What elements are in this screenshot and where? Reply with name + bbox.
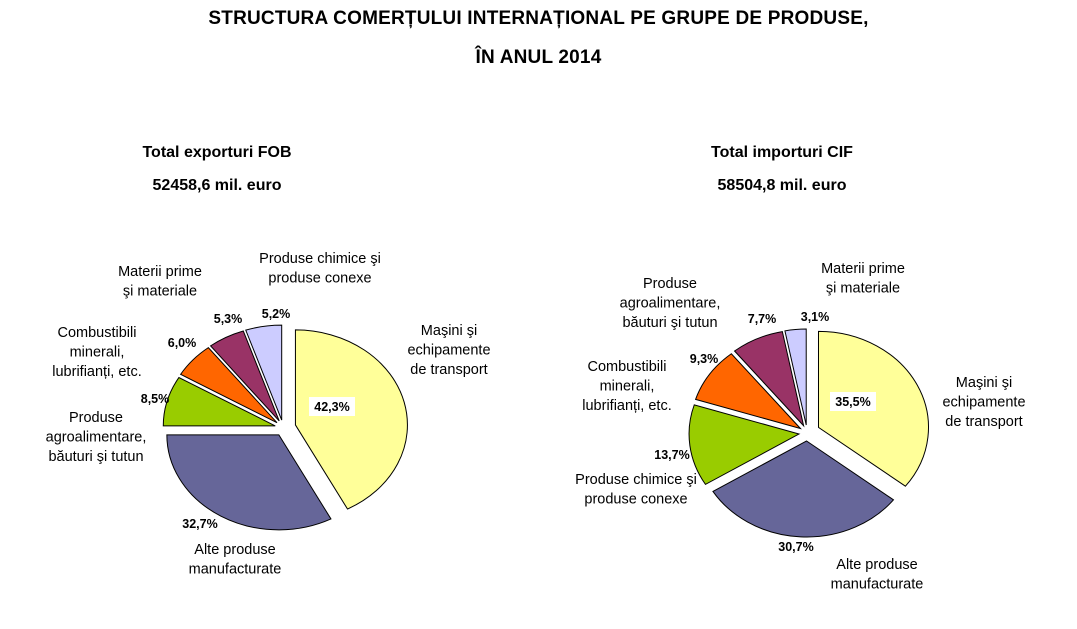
import-category-label-produse-chimice-si-produse-conexe: Produse chimice şi produse conexe	[575, 472, 697, 508]
export-category-label-produse-agroalimentare-bauturi-si-tutun: Produse agroalimentare, băuturi şi tutun	[46, 410, 147, 465]
export-value-label: 5,3%	[214, 312, 243, 326]
import-category-label-combustibili-minerali-lubrifianti-etc: Combustibili minerali, lubrifianți, etc.	[582, 359, 671, 414]
export-category-label-alte-produse-manufacturate: Alte produse manufacturate	[189, 542, 282, 578]
import-slice-produse-agroalimentare-bauturi-si-tutun	[733, 330, 805, 428]
import-value-label: 7,7%	[748, 312, 777, 326]
export-slice-produse-chimice-si-produse-conexe	[245, 324, 283, 421]
export-slice-produse-agroalimentare-bauturi-si-tutun	[162, 376, 276, 427]
import-slice-combustibili-minerali-lubrifianti-etc	[694, 353, 802, 430]
export-value-label: 32,7%	[182, 517, 217, 531]
export-chart-title: Total exporturi FOB	[142, 144, 292, 161]
import-slice-materii-prime-si-materiale	[784, 328, 807, 426]
import-value-label: 9,3%	[690, 352, 719, 366]
export-value-label: 8,5%	[141, 392, 170, 406]
export-value-label: 6,0%	[168, 336, 197, 350]
import-value-box	[830, 392, 876, 411]
import-value-label: 13,7%	[654, 448, 689, 462]
import-chart-title: Total importuri CIF	[711, 144, 853, 161]
export-slice-combustibili-minerali-lubrifianti-etc	[179, 346, 278, 424]
export-slice-masini-si-echipamente-de-transport	[294, 329, 408, 510]
import-value-label: 30,7%	[778, 540, 813, 554]
export-category-label-produse-chimice-si-produse-conexe: Produse chimice şi produse conexe	[259, 251, 381, 287]
import-chart-subtitle: 58504,8 mil. euro	[717, 177, 847, 194]
import-slice-alte-produse-manufacturate	[712, 440, 895, 538]
export-slice-alte-produse-manufacturate	[166, 434, 332, 531]
page-title-line-2: ÎN ANUL 2014	[475, 47, 602, 68]
import-category-label-alte-produse-manufacturate: Alte produse manufacturate	[831, 557, 924, 593]
export-chart-subtitle: 52458,6 mil. euro	[152, 177, 282, 194]
import-category-label-materii-prime-si-materiale: Materii prime şi materiale	[821, 261, 905, 297]
export-value-box	[309, 397, 355, 416]
import-category-label-produse-agroalimentare-bauturi-si-tutun: Produse agroalimentare, băuturi şi tutun	[620, 276, 721, 331]
export-category-label-combustibili-minerali-lubrifianti-etc: Combustibili minerali, lubrifianți, etc.	[52, 325, 141, 380]
export-slice-materii-prime-si-materiale	[209, 330, 280, 422]
import-slice-produse-chimice-si-produse-conexe	[688, 404, 801, 486]
export-category-label-materii-prime-si-materiale: Materii prime şi materiale	[118, 264, 202, 300]
export-value-label: 42,3%	[314, 400, 349, 414]
export-category-label-masini-si-echipamente-de-transport: Maşini şi echipamente de transport	[407, 323, 490, 378]
page-title-line-1: STRUCTURA COMERȚULUI INTERNAȚIONAL PE GR…	[208, 8, 869, 29]
import-value-label: 3,1%	[801, 310, 830, 324]
export-value-label: 5,2%	[262, 307, 291, 321]
import-category-label-masini-si-echipamente-de-transport: Maşini şi echipamente de transport	[942, 375, 1025, 430]
import-value-label: 35,5%	[835, 395, 870, 409]
